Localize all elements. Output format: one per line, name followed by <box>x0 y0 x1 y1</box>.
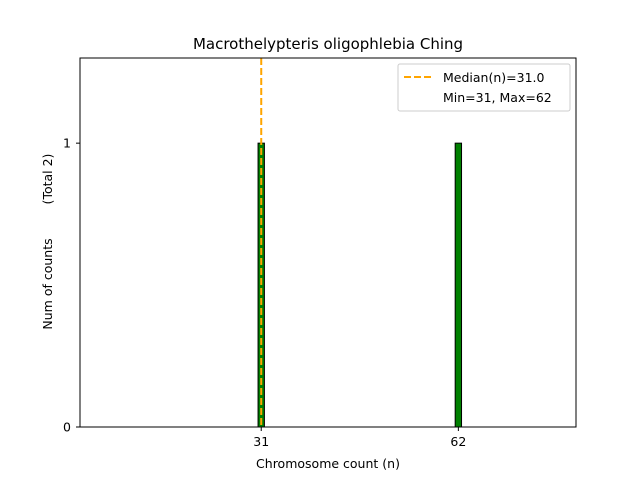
legend-median-label: Median(n)=31.0 <box>443 70 544 85</box>
legend: Median(n)=31.0 Min=31, Max=62 <box>397 63 571 112</box>
y-tick-label-0: 0 <box>63 420 71 435</box>
x-tick-label-31: 31 <box>253 434 269 449</box>
plot-area <box>257 58 463 428</box>
chart-title: Macrothelypteris oligophlebia Ching <box>193 35 463 53</box>
legend-box <box>397 63 571 112</box>
y-axis-label: Num of counts <box>40 238 55 329</box>
y-axis-ticks: 01 <box>63 136 80 435</box>
x-axis-label: Chromosome count (n) <box>256 456 400 471</box>
x-tick-label-62: 62 <box>450 434 466 449</box>
y-tick-label-1: 1 <box>63 136 71 151</box>
x-axis-ticks: 31 62 <box>253 427 466 449</box>
plot-frame <box>79 57 577 428</box>
legend-range-label: Min=31, Max=62 <box>443 90 552 105</box>
y-axis-total-label: (Total 2) <box>40 154 55 205</box>
bar-62 <box>454 142 463 428</box>
